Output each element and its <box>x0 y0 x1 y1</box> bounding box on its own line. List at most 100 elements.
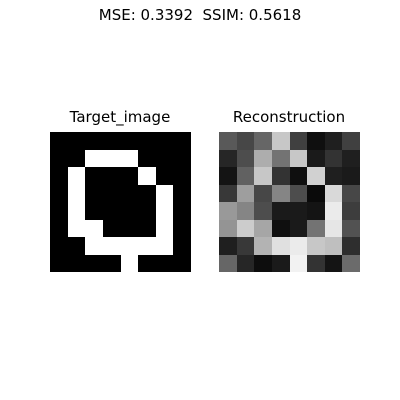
pixel-cell <box>307 219 325 237</box>
pixel-cell <box>155 202 174 220</box>
pixel-cell <box>324 132 343 150</box>
pixel-cell <box>67 132 86 150</box>
pixel-cell <box>307 149 325 167</box>
pixel-cell <box>155 132 174 150</box>
pixel-cell <box>254 202 272 220</box>
pixel-cell <box>271 202 290 220</box>
pixel-cell <box>138 132 156 150</box>
pixel-cell <box>50 219 68 237</box>
pixel-cell <box>289 167 308 185</box>
pixel-cell <box>236 237 255 255</box>
pixel-cell <box>307 237 325 255</box>
pixel-cell <box>324 167 343 185</box>
pixel-cell <box>102 219 121 237</box>
pixel-cell <box>219 132 237 150</box>
pixel-cell <box>342 184 360 202</box>
pixel-cell <box>271 167 290 185</box>
pixel-cell <box>138 167 156 185</box>
pixel-cell <box>307 254 325 272</box>
pixel-cell <box>173 219 191 237</box>
pixel-cell <box>120 237 139 255</box>
pixel-cell <box>102 167 121 185</box>
pixel-cell <box>85 237 103 255</box>
pixel-cell <box>138 149 156 167</box>
pixel-cell <box>173 149 191 167</box>
pixel-cell <box>254 184 272 202</box>
pixel-cell <box>85 149 103 167</box>
pixel-cell <box>85 167 103 185</box>
pixel-cell <box>271 132 290 150</box>
pixel-cell <box>219 237 237 255</box>
pixel-cell <box>102 237 121 255</box>
pixel-cell <box>67 149 86 167</box>
pixel-cell <box>324 202 343 220</box>
pixel-cell <box>155 149 174 167</box>
pixel-cell <box>67 167 86 185</box>
pixel-cell <box>289 219 308 237</box>
pixel-cell <box>289 132 308 150</box>
pixel-cell <box>254 254 272 272</box>
pixel-cell <box>50 149 68 167</box>
pixel-cell <box>50 254 68 272</box>
pixel-cell <box>342 149 360 167</box>
pixel-cell <box>289 184 308 202</box>
pixel-cell <box>155 219 174 237</box>
pixel-cell <box>271 149 290 167</box>
pixel-cell <box>236 219 255 237</box>
pixel-cell <box>342 132 360 150</box>
pixel-cell <box>254 237 272 255</box>
pixel-cell <box>138 254 156 272</box>
pixel-cell <box>271 237 290 255</box>
pixel-cell <box>236 167 255 185</box>
pixel-cell <box>219 254 237 272</box>
pixel-cell <box>324 219 343 237</box>
pixel-cell <box>67 202 86 220</box>
pixel-cell <box>324 184 343 202</box>
pixel-cell <box>120 202 139 220</box>
pixel-cell <box>236 202 255 220</box>
target-image-title: Target_image <box>69 108 171 126</box>
pixel-cell <box>289 202 308 220</box>
pixel-cell <box>236 132 255 150</box>
pixel-cell <box>271 254 290 272</box>
pixel-cell <box>138 219 156 237</box>
pixel-cell <box>85 202 103 220</box>
pixel-cell <box>67 237 86 255</box>
pixel-cell <box>138 202 156 220</box>
pixel-cell <box>67 219 86 237</box>
pixel-cell <box>219 202 237 220</box>
pixel-cell <box>120 132 139 150</box>
pixel-cell <box>254 149 272 167</box>
pixel-cell <box>271 219 290 237</box>
pixel-cell <box>50 184 68 202</box>
pixel-cell <box>254 167 272 185</box>
pixel-cell <box>342 219 360 237</box>
pixel-cell <box>155 184 174 202</box>
pixel-cell <box>85 219 103 237</box>
pixel-cell <box>50 237 68 255</box>
pixel-cell <box>155 237 174 255</box>
pixel-cell <box>324 254 343 272</box>
pixel-cell <box>85 132 103 150</box>
pixel-cell <box>219 149 237 167</box>
pixel-cell <box>289 237 308 255</box>
pixel-cell <box>219 167 237 185</box>
pixel-cell <box>138 184 156 202</box>
pixel-cell <box>236 149 255 167</box>
pixel-cell <box>155 167 174 185</box>
figure-title: MSE: 0.3392 SSIM: 0.5618 <box>98 6 302 24</box>
pixel-cell <box>342 167 360 185</box>
target-image-grid <box>50 132 191 272</box>
pixel-cell <box>289 254 308 272</box>
pixel-cell <box>219 219 237 237</box>
pixel-cell <box>67 254 86 272</box>
pixel-cell <box>102 184 121 202</box>
pixel-cell <box>307 167 325 185</box>
reconstruction-grid <box>219 132 360 272</box>
pixel-cell <box>120 167 139 185</box>
pixel-cell <box>254 219 272 237</box>
pixel-cell <box>120 219 139 237</box>
pixel-cell <box>173 202 191 220</box>
pixel-cell <box>85 254 103 272</box>
pixel-cell <box>236 184 255 202</box>
